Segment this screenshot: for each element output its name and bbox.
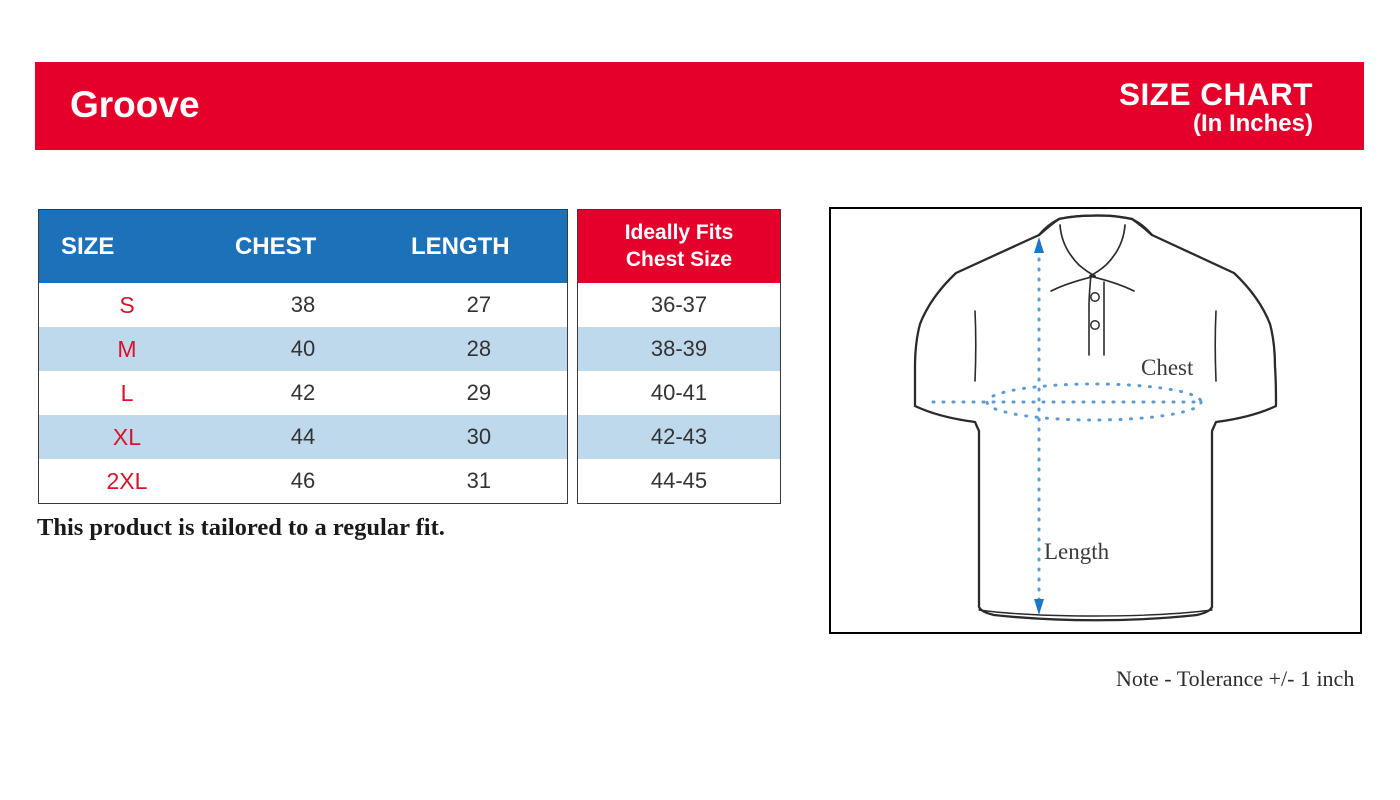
svg-text:Length: Length [1044,539,1110,564]
svg-text:Chest: Chest [1141,355,1194,380]
